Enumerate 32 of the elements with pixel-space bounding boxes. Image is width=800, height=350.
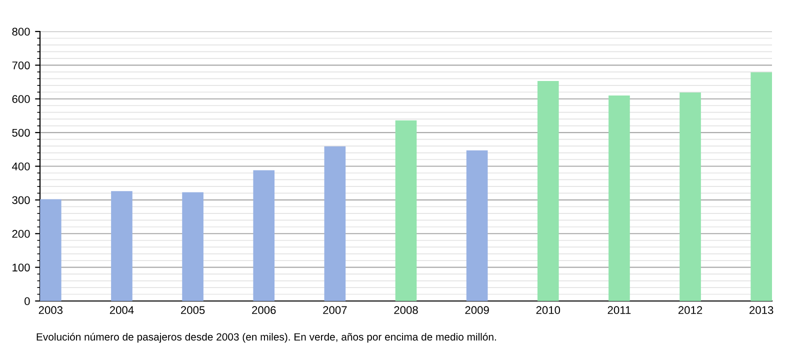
y-tick-label: 200	[12, 230, 30, 238]
y-tick-label: 300	[12, 196, 30, 204]
y-tick-label: 800	[12, 28, 30, 36]
bar	[750, 72, 772, 301]
bar	[324, 146, 346, 301]
x-tick-label: 2013	[750, 306, 774, 314]
y-tick-label: 700	[12, 61, 30, 70]
x-tick-label: 2003	[38, 306, 63, 314]
bar	[608, 96, 630, 301]
bar	[40, 199, 62, 301]
x-tick-label: 2004	[110, 306, 134, 314]
x-tick-label: 2008	[394, 306, 418, 314]
x-tick-label: 2012	[678, 306, 702, 314]
bar	[537, 81, 559, 301]
bar	[466, 150, 488, 301]
x-tick-label: 2010	[536, 306, 560, 314]
y-tick-label: 500	[12, 128, 30, 137]
bar	[111, 191, 132, 301]
bar	[680, 92, 701, 301]
bar	[395, 120, 417, 301]
bar	[182, 192, 204, 301]
y-tick-label: 0	[24, 297, 30, 306]
y-tick-label: 600	[12, 95, 30, 104]
y-tick-label: 400	[12, 162, 30, 170]
x-tick-label: 2005	[181, 306, 205, 314]
x-tick-label: 2006	[252, 306, 276, 314]
x-tick-label: 2009	[465, 306, 489, 314]
x-tick-label: 2007	[323, 306, 347, 314]
bar	[253, 170, 275, 301]
x-tick-label: 2011	[608, 306, 631, 314]
y-tick-label: 100	[12, 264, 30, 272]
text: Evolución número de pasajeros desde 2003 (en miles). En verde, años por encima de medio millón.	[36, 332, 496, 343]
